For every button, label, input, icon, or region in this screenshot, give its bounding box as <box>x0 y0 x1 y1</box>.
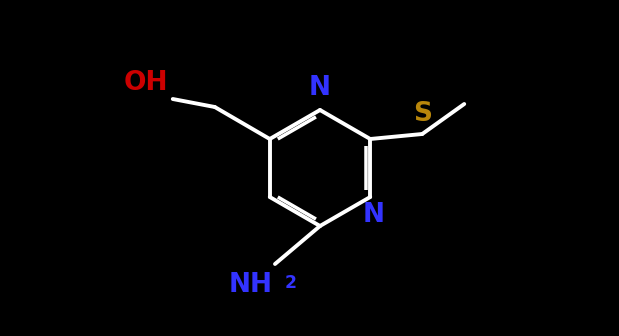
Text: OH: OH <box>123 70 168 96</box>
Text: 2: 2 <box>285 274 297 292</box>
Text: NH: NH <box>229 272 273 298</box>
Text: S: S <box>413 101 431 127</box>
Text: N: N <box>362 202 384 228</box>
Text: N: N <box>309 75 331 101</box>
